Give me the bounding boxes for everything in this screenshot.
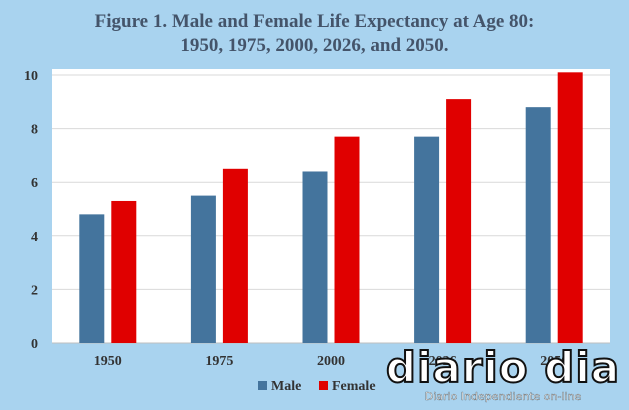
legend-swatch-male — [258, 381, 267, 390]
chart-title-line-2: 1950, 1975, 2000, 2026, and 2050. — [180, 35, 449, 56]
y-tick-label: 8 — [31, 123, 38, 138]
x-tick-label: 1950 — [94, 354, 122, 369]
bar-male-1975 — [190, 195, 216, 343]
bar-male-2026 — [414, 136, 440, 343]
chart-title: Figure 1. Male and Female Life Expectanc… — [0, 10, 629, 58]
bar-female-1975 — [222, 168, 248, 343]
chart-title-line-1: Figure 1. Male and Female Life Expectanc… — [94, 11, 535, 32]
watermark: diario dia Diario Independiente on-line — [383, 343, 623, 408]
bar-male-2050 — [525, 107, 551, 343]
y-tick-label: 6 — [31, 176, 38, 191]
bar-female-2026 — [446, 99, 472, 344]
plot-area — [52, 69, 610, 343]
x-tick-label: 2026 — [429, 354, 457, 369]
y-tick-label: 2 — [31, 283, 38, 298]
x-tick-label: 2050 — [540, 354, 568, 369]
legend-label-female: Female — [332, 379, 376, 394]
bar-male-1950 — [79, 214, 105, 343]
bar-female-2050 — [557, 72, 583, 343]
y-tick-label: 10 — [24, 69, 38, 84]
watermark-tagline: Diario Independiente on-line — [424, 390, 582, 403]
watermark-logo: diario dia — [385, 343, 621, 392]
y-tick-label: 0 — [31, 337, 38, 352]
bar-female-2000 — [334, 136, 360, 343]
x-tick-label: 1975 — [205, 354, 233, 369]
x-tick-label: 2000 — [317, 354, 345, 369]
y-tick-label: 4 — [31, 230, 38, 245]
legend-label-male: Male — [271, 379, 301, 394]
legend-swatch-female — [319, 381, 328, 390]
bar-female-1950 — [111, 200, 137, 343]
bar-male-2000 — [302, 171, 328, 343]
